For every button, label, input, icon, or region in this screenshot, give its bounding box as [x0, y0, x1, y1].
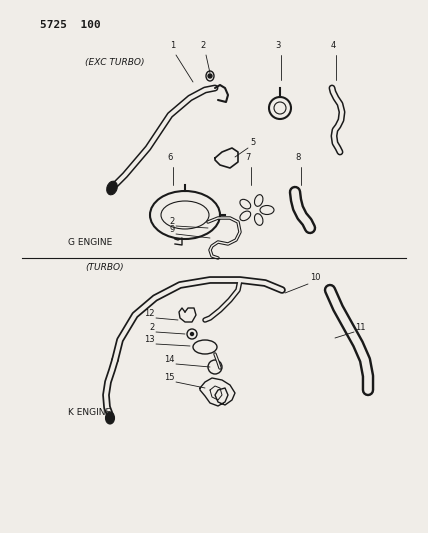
Text: 6: 6: [167, 153, 172, 162]
Text: 5: 5: [250, 138, 255, 147]
Text: 5725  100: 5725 100: [40, 20, 101, 30]
Ellipse shape: [105, 412, 115, 424]
Text: K ENGINE: K ENGINE: [68, 408, 111, 417]
Text: 2: 2: [150, 323, 155, 332]
Text: 10: 10: [310, 273, 321, 282]
Circle shape: [190, 333, 193, 335]
Text: 9: 9: [170, 225, 175, 234]
Text: 11: 11: [355, 323, 366, 332]
Text: 3: 3: [275, 41, 281, 50]
Text: 15: 15: [164, 373, 175, 382]
Text: 2: 2: [170, 217, 175, 226]
Text: 8: 8: [295, 153, 301, 162]
Text: 7: 7: [245, 153, 251, 162]
Ellipse shape: [107, 181, 117, 195]
Text: 2: 2: [200, 41, 205, 50]
Text: 4: 4: [330, 41, 336, 50]
Text: 13: 13: [144, 335, 155, 344]
Text: (TURBO): (TURBO): [85, 263, 124, 272]
Text: 14: 14: [164, 355, 175, 364]
Text: (EXC TURBO): (EXC TURBO): [85, 58, 145, 67]
Circle shape: [208, 74, 212, 78]
Text: 12: 12: [145, 309, 155, 318]
Text: G ENGINE: G ENGINE: [68, 238, 112, 247]
Text: 1: 1: [170, 41, 175, 50]
